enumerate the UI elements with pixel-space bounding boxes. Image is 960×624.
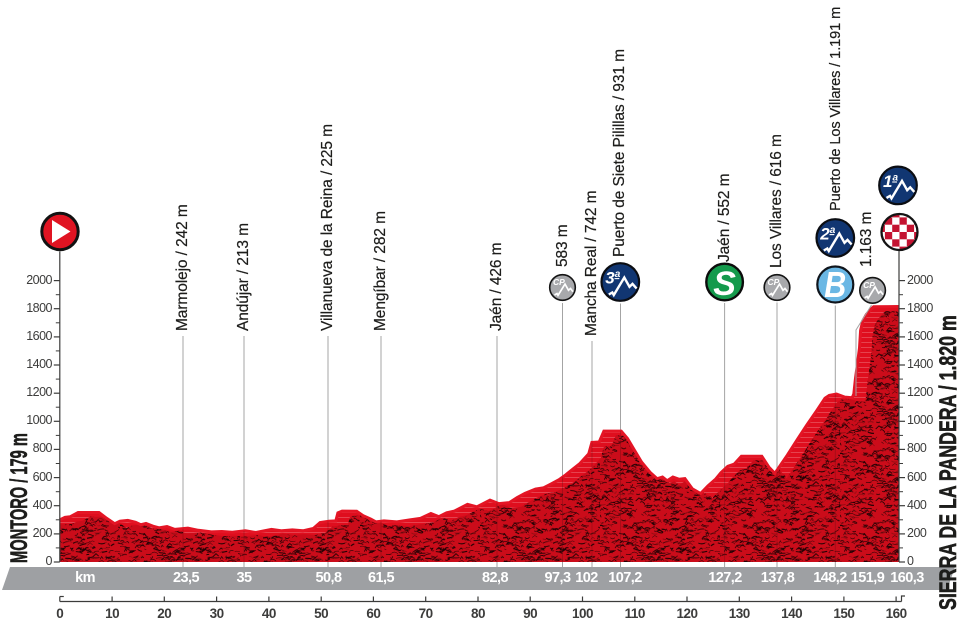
svg-text:S: S — [713, 265, 736, 303]
svg-text:CP: CP — [768, 277, 780, 287]
svg-text:CP: CP — [863, 280, 875, 290]
svg-text:B: B — [824, 264, 846, 305]
svg-text:CP: CP — [553, 277, 565, 287]
